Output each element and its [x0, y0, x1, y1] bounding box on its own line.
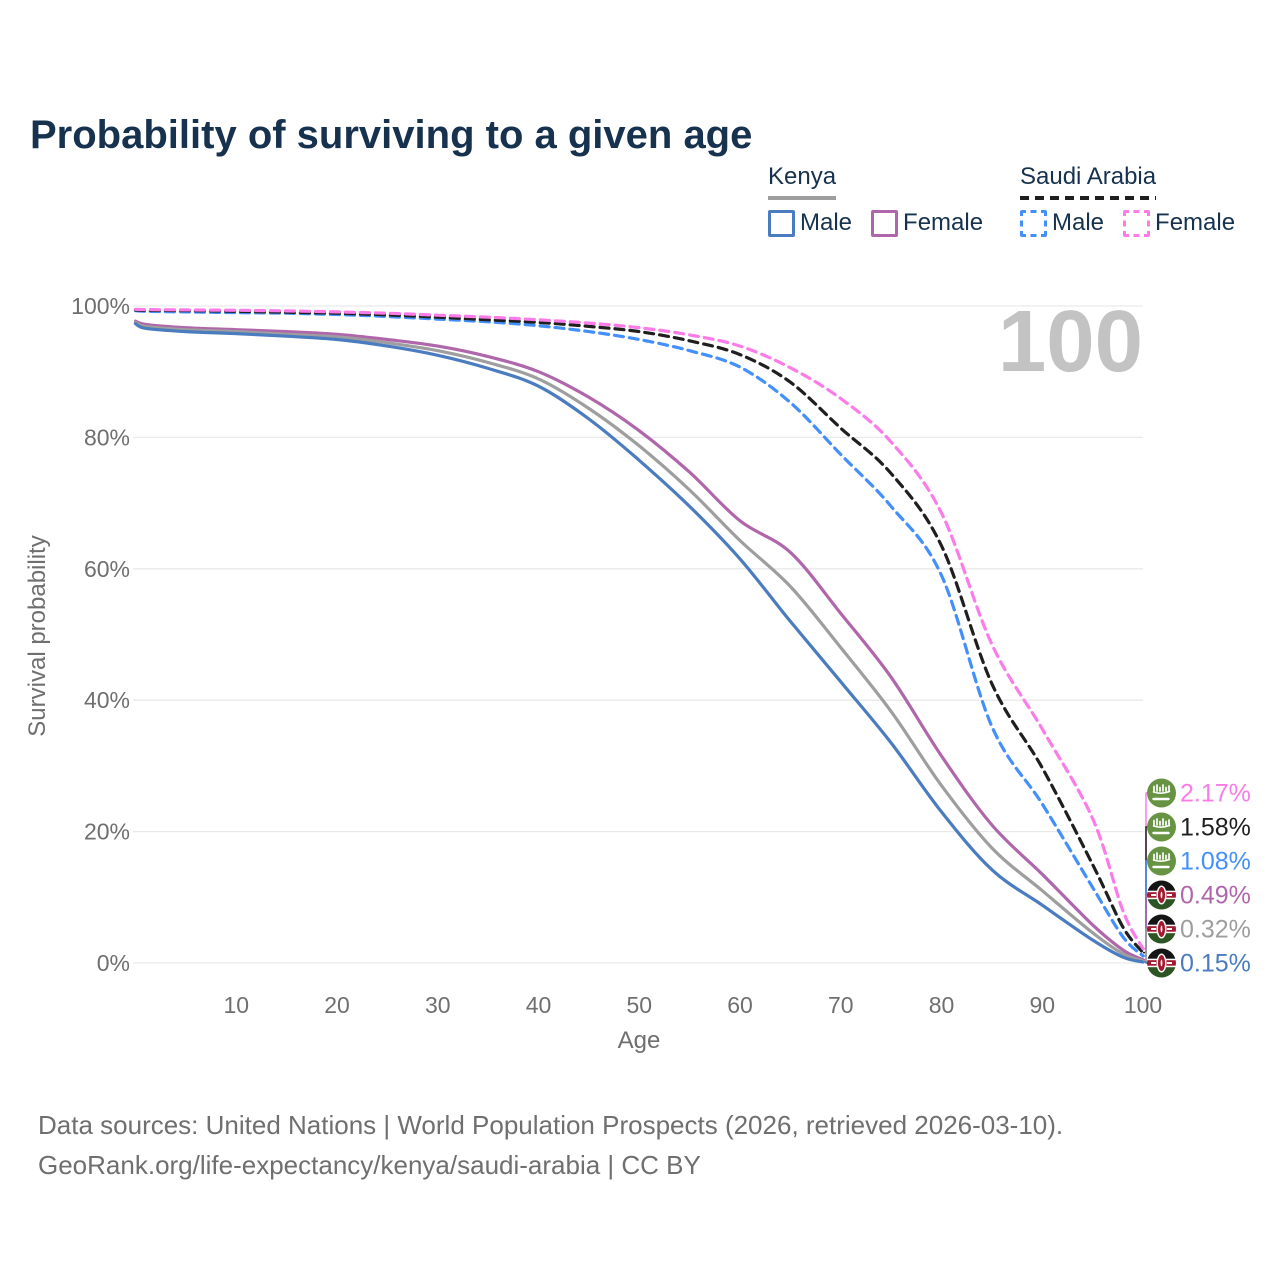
- series-line-kenya-male: [133, 322, 1145, 964]
- x-tick-label: 60: [727, 992, 753, 1018]
- saudi-total-line-swatch: [1020, 196, 1156, 200]
- y-tick-label: 40%: [84, 687, 130, 713]
- series-line-saudi-arabia-both-sexes: [133, 308, 1145, 955]
- legend-item-saudi-female[interactable]: Female: [1123, 209, 1235, 237]
- end-label-kenya-male: 0.15%: [1180, 950, 1251, 978]
- legend-item-kenya-female[interactable]: Female: [871, 209, 983, 237]
- attribution-line: GeoRank.org/life-expectancy/kenya/saudi-…: [38, 1150, 701, 1180]
- x-axis-tick-labels: 10 20 30 40 50 60 70 80 90 100: [223, 992, 1162, 1018]
- end-label-leader-line: [1143, 860, 1153, 957]
- series-line-saudi-arabia-male: [133, 309, 1145, 958]
- kenya-total-line-swatch: [768, 196, 836, 200]
- series-line-kenya-both-sexes: [133, 320, 1145, 963]
- y-tick-label: 60%: [84, 556, 130, 582]
- x-tick-label: 70: [828, 992, 854, 1018]
- series-end-labels: 2.17% 1.58% 1.08% 0.49% 0.32% 0.15%: [1143, 778, 1251, 978]
- legend-country-kenya: Kenya: [768, 163, 837, 190]
- legend-item-kenya-male[interactable]: Male: [768, 209, 852, 237]
- x-tick-label: 10: [223, 992, 249, 1018]
- end-label-saudi-arabia-female: 2.17%: [1180, 780, 1251, 808]
- x-tick-label: 30: [425, 992, 451, 1018]
- x-tick-label: 90: [1029, 992, 1055, 1018]
- series-lines: [133, 307, 1145, 964]
- kenya-female-swatch-icon: [871, 209, 899, 237]
- legend-group-saudi-arabia: Saudi Arabia Male Female: [1020, 163, 1235, 237]
- x-tick-label: 20: [324, 992, 350, 1018]
- y-tick-label: 100%: [71, 293, 130, 319]
- saudi-female-swatch-icon: [1123, 209, 1151, 237]
- kenya-male-swatch-icon: [768, 209, 795, 237]
- legend-country-saudi-arabia: Saudi Arabia: [1020, 163, 1157, 190]
- y-tick-label: 80%: [84, 424, 130, 450]
- x-tick-label: 40: [526, 992, 552, 1018]
- data-sources-line: Data sources: United Nations | World Pop…: [38, 1110, 1064, 1140]
- kenya-flag-icon: [1147, 914, 1176, 944]
- end-label-saudi-arabia-both-sexes: 1.58%: [1180, 814, 1251, 842]
- legend-item-label: Male: [800, 209, 853, 236]
- legend-group-kenya: Kenya Male Female: [768, 163, 983, 237]
- x-axis-title: Age: [618, 1027, 661, 1054]
- legend-item-label: Female: [903, 209, 984, 236]
- kenya-flag-icon: [1147, 948, 1176, 978]
- end-label-kenya-both-sexes: 0.32%: [1180, 916, 1251, 944]
- series-line-kenya-female: [133, 319, 1145, 962]
- legend: Kenya Male Female Saudi Arabia Male: [0, 0, 1280, 250]
- x-tick-label: 80: [929, 992, 955, 1018]
- series-line-saudi-arabia-female: [133, 307, 1145, 951]
- y-tick-label: 20%: [84, 819, 130, 845]
- legend-item-label: Male: [1052, 209, 1105, 236]
- age-watermark: 100: [998, 293, 1143, 390]
- kenya-flag-icon: [1147, 880, 1176, 910]
- x-tick-label: 50: [626, 992, 652, 1018]
- saudi-male-swatch-icon: [1020, 209, 1047, 237]
- y-axis-title: Survival probability: [24, 535, 51, 736]
- end-label-kenya-female: 0.49%: [1180, 882, 1251, 910]
- legend-item-saudi-male[interactable]: Male: [1020, 209, 1104, 237]
- footer: Data sources: United Nations | World Pop…: [38, 1105, 1063, 1185]
- gridlines: [133, 305, 1143, 964]
- legend-item-label: Female: [1155, 209, 1236, 236]
- y-axis-tick-labels: 0% 20% 40% 60% 80% 100%: [71, 293, 130, 976]
- y-tick-label: 0%: [97, 950, 130, 976]
- end-label-saudi-arabia-male: 1.08%: [1180, 848, 1251, 876]
- page-title: Probability of surviving to a given age: [30, 112, 753, 157]
- x-tick-label: 100: [1124, 992, 1162, 1018]
